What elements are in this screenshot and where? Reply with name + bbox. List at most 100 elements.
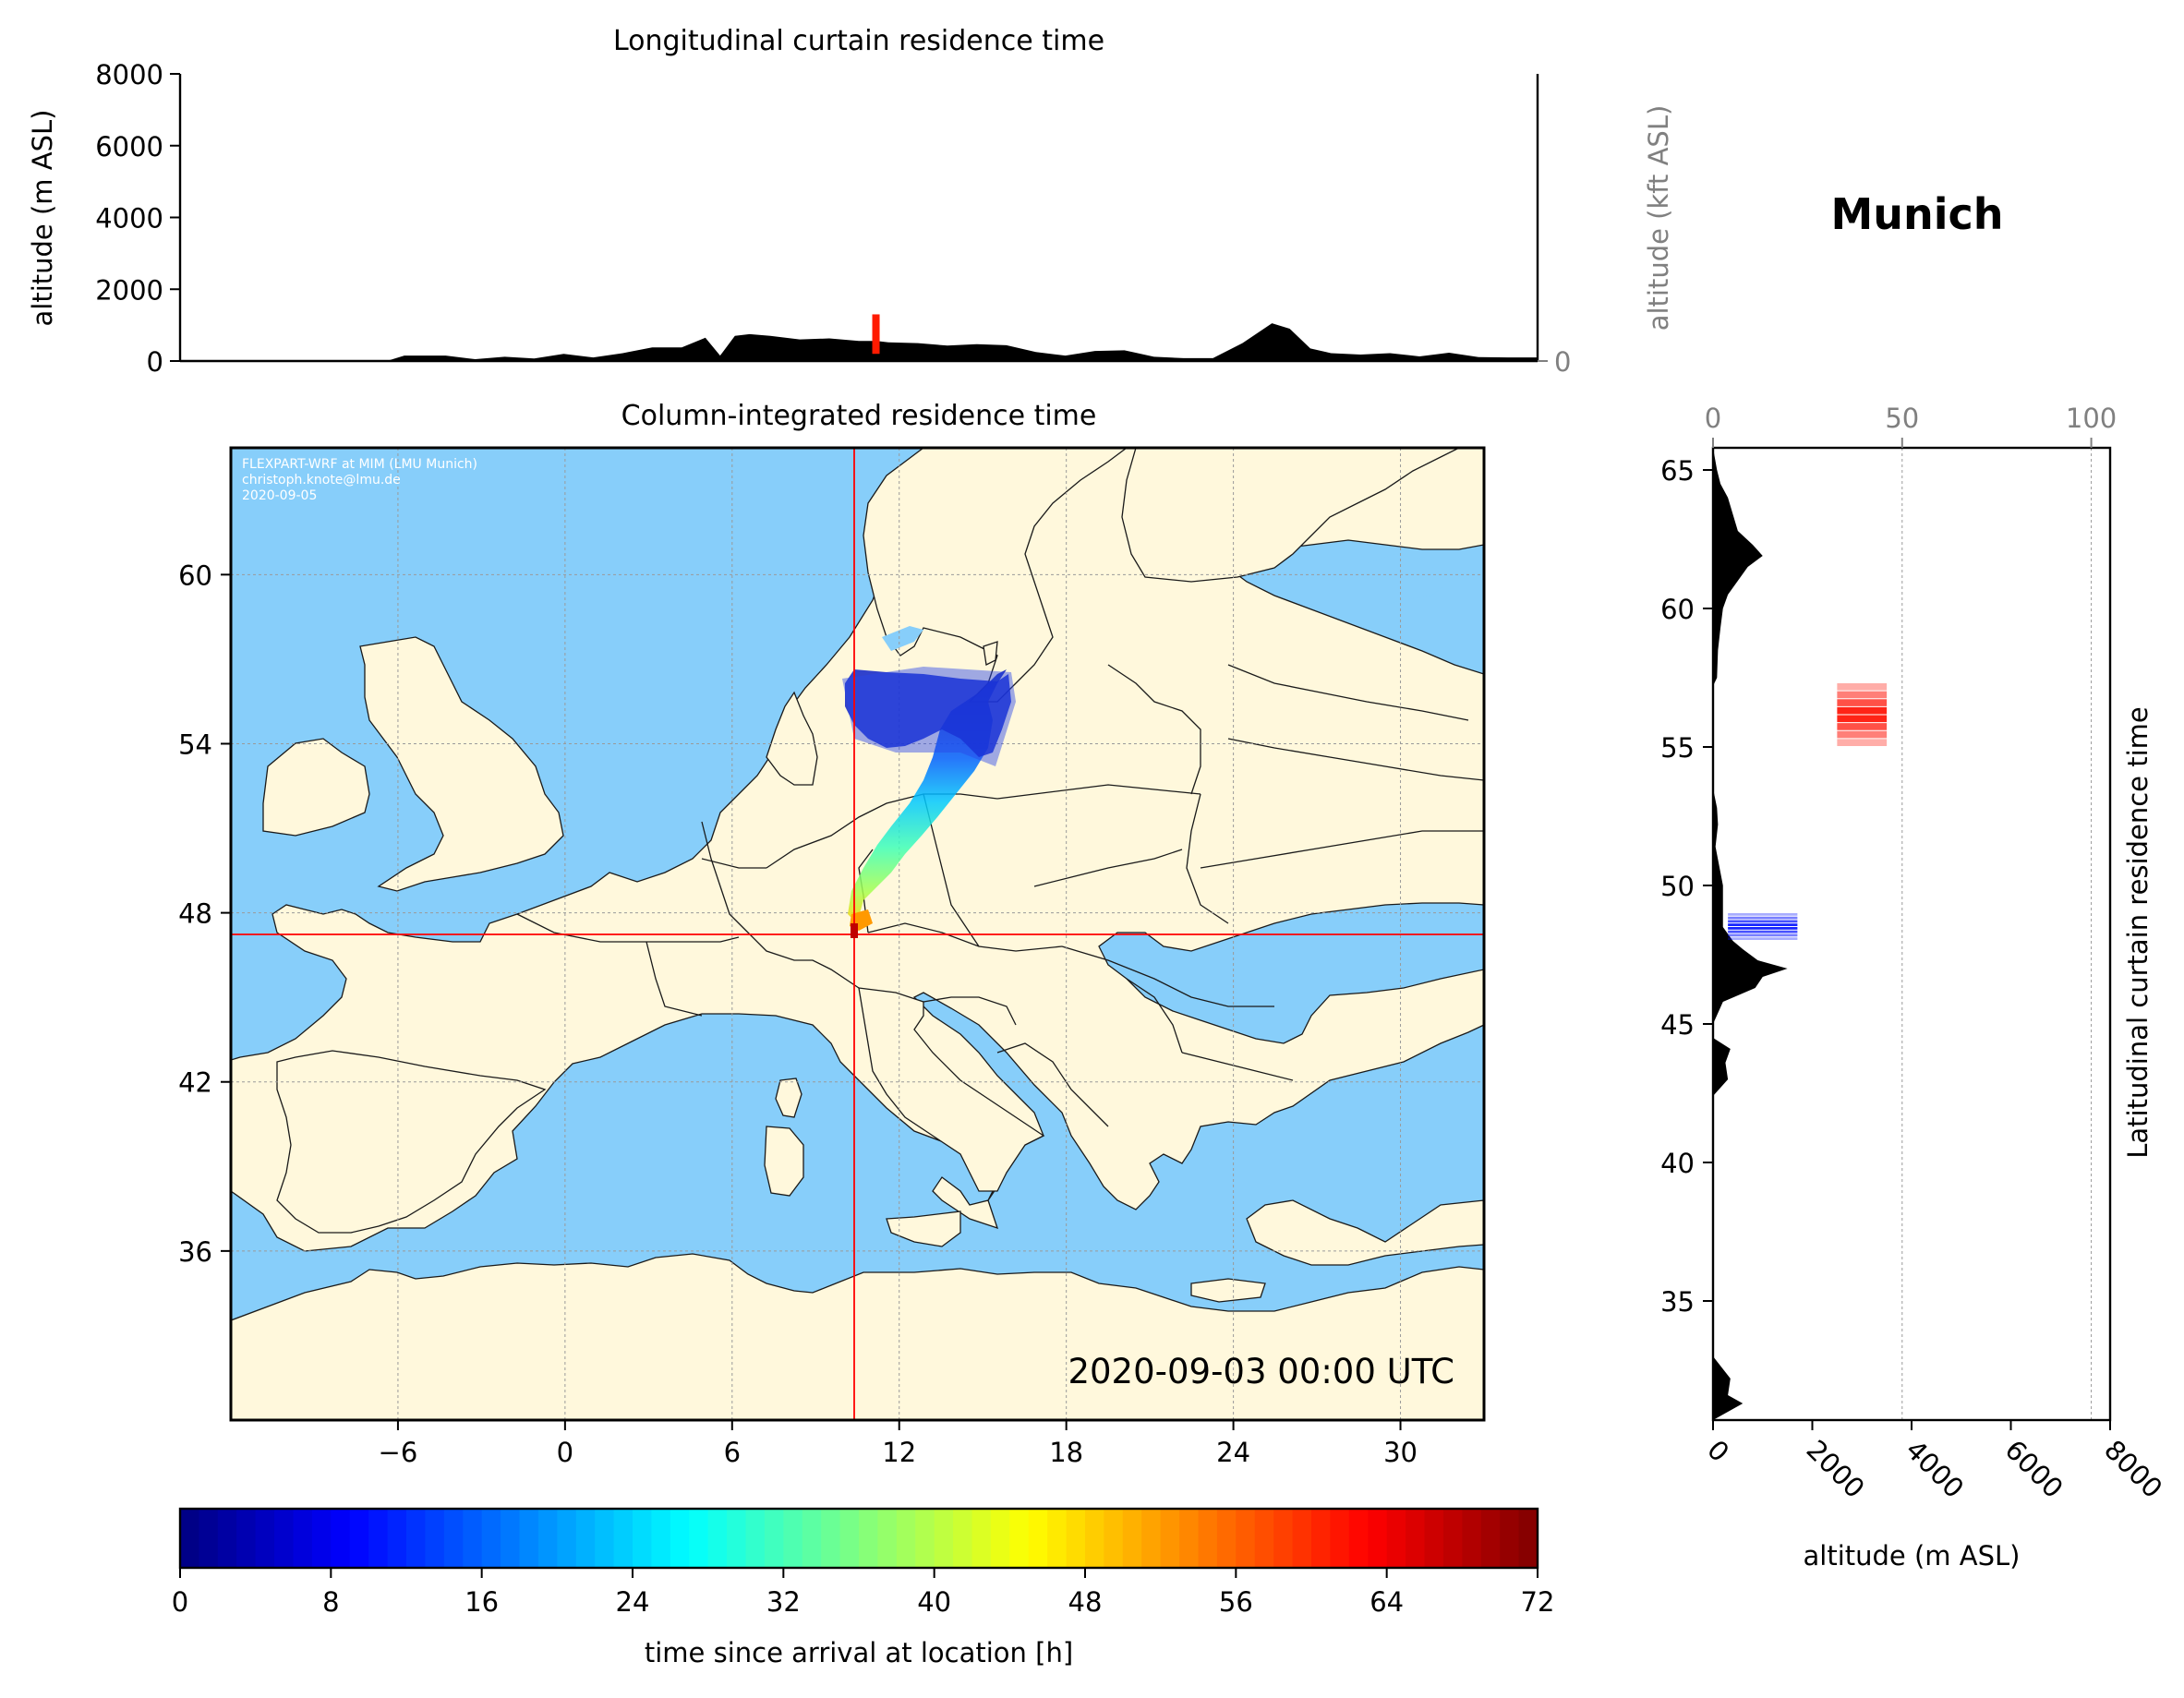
colorbar-band bbox=[575, 1509, 596, 1568]
colorbar-band bbox=[1406, 1509, 1426, 1568]
colorbar-tick-label: 56 bbox=[1219, 1586, 1253, 1618]
colorbar-band bbox=[1198, 1509, 1218, 1568]
landmass-italy bbox=[858, 987, 1045, 1192]
colorbar-band bbox=[1028, 1509, 1048, 1568]
colorbar-band bbox=[406, 1509, 427, 1568]
longitudinal-tick-label: 0 bbox=[147, 346, 163, 378]
colorbar-band bbox=[1462, 1509, 1482, 1568]
colorbar-band bbox=[1236, 1509, 1256, 1568]
map-xtick-label: 12 bbox=[882, 1437, 916, 1468]
latitudinal-ytick-label: 40 bbox=[1660, 1148, 1695, 1179]
landmass-africa bbox=[231, 1253, 1484, 1420]
landmass-corsica bbox=[775, 1078, 802, 1118]
map-timestamp: 2020-09-03 00:00 UTC bbox=[1068, 1352, 1454, 1391]
latitudinal-xtick-label: 6000 bbox=[1999, 1434, 2069, 1504]
latitudinal-top-tick-label: 0 bbox=[1705, 403, 1721, 434]
latitudinal-ytick-label: 50 bbox=[1660, 871, 1695, 902]
colorbar-band bbox=[519, 1509, 539, 1568]
longitudinal-tick-label: 4000 bbox=[95, 203, 163, 235]
colorbar-tick-label: 72 bbox=[1521, 1586, 1555, 1618]
latitudinal-xlabel: altitude (m ASL) bbox=[1804, 1540, 2021, 1572]
map-xtick-label: 30 bbox=[1383, 1437, 1418, 1468]
latitudinal-title: Latitudinal curtain residence time bbox=[2122, 706, 2154, 1159]
colorbar-band bbox=[595, 1509, 615, 1568]
landmass-europe bbox=[231, 448, 1484, 1266]
latitudinal-ytick-label: 55 bbox=[1660, 732, 1695, 764]
latitudinal-residence-block bbox=[1728, 913, 1798, 916]
map-xtick-label: 18 bbox=[1049, 1437, 1083, 1468]
landmass-crete bbox=[1190, 1278, 1266, 1303]
colorbar-band bbox=[651, 1509, 671, 1568]
landmass-iberia bbox=[276, 1050, 547, 1234]
colorbar-band bbox=[1424, 1509, 1444, 1568]
landmass-finland bbox=[1121, 448, 1460, 583]
map-ticks: −6 0 6 12 18 24 30 36 42 48 54 60 bbox=[178, 560, 1418, 1468]
map-title: Column-integrated residence time bbox=[621, 400, 1097, 432]
colorbar-frame bbox=[178, 1507, 1539, 1570]
colorbar-band bbox=[990, 1509, 1010, 1568]
longitudinal-terrain bbox=[389, 323, 1538, 360]
colorbar-band bbox=[1009, 1509, 1030, 1568]
latitudinal-xtick-label: 8000 bbox=[2098, 1434, 2168, 1504]
latitudinal-residence-block bbox=[1728, 927, 1798, 930]
colorbar-band bbox=[707, 1509, 728, 1568]
colorbar-tick-label: 64 bbox=[1370, 1586, 1404, 1618]
lake-vanern bbox=[882, 626, 923, 651]
colorbar-band bbox=[1216, 1509, 1237, 1568]
colorbar-band bbox=[764, 1509, 784, 1568]
colorbar-band bbox=[1122, 1509, 1142, 1568]
longitudinal-tick-label: 2000 bbox=[95, 274, 163, 306]
latitudinal-residence-block bbox=[1837, 683, 1888, 691]
landmass-sardinia bbox=[764, 1126, 804, 1197]
credit-line-1: FLEXPART-WRF at MIM (LMU Munich) bbox=[242, 457, 477, 472]
latitudinal-plot-area bbox=[1713, 448, 2093, 1420]
colorbar-tick-label: 48 bbox=[1068, 1586, 1103, 1618]
latitudinal-ytick-label: 65 bbox=[1660, 455, 1695, 487]
colorbar-tick-label: 0 bbox=[172, 1586, 188, 1618]
map-xtick-label: 6 bbox=[724, 1437, 741, 1468]
latitudinal-residence-block bbox=[1837, 739, 1888, 746]
colorbar-band bbox=[896, 1509, 916, 1568]
latitudinal-residence-block bbox=[1837, 715, 1888, 723]
plume-head-edge bbox=[842, 667, 1016, 766]
landmass-jutland bbox=[766, 691, 818, 786]
map-xtick-label: −6 bbox=[379, 1437, 418, 1468]
colorbar-band bbox=[311, 1509, 332, 1568]
colorbar-band bbox=[633, 1509, 653, 1568]
latitudinal-top-tick-label: 50 bbox=[1885, 403, 1919, 434]
map-ytick-label: 36 bbox=[178, 1236, 212, 1268]
colorbar-label: time since arrival at location [h] bbox=[645, 1637, 1073, 1668]
colorbar-band bbox=[613, 1509, 633, 1568]
colorbar-band bbox=[349, 1509, 369, 1568]
colorbar-band bbox=[821, 1509, 841, 1568]
longitudinal-right-tick-label: 0 bbox=[1554, 346, 1571, 378]
map-ytick-label: 54 bbox=[178, 729, 212, 760]
longitudinal-curtain-panel: Longitudinal curtain residence time 0501… bbox=[27, 25, 1674, 378]
latitudinal-top-tick-label: 100 bbox=[2066, 403, 2117, 434]
station-name: Munich bbox=[1830, 189, 2003, 239]
map-xtick-label: 0 bbox=[557, 1437, 573, 1468]
colorbar-band bbox=[557, 1509, 577, 1568]
colorbar-band bbox=[1480, 1509, 1501, 1568]
latitudinal-residence-block bbox=[1837, 691, 1888, 699]
colorbar-band bbox=[783, 1509, 803, 1568]
colorbar-band bbox=[293, 1509, 313, 1568]
colorbar-band bbox=[481, 1509, 501, 1568]
latitudinal-xtick-label: 4000 bbox=[1900, 1434, 1970, 1504]
landmass-gotland bbox=[983, 641, 998, 666]
latitudinal-residence-block bbox=[1728, 920, 1798, 923]
longitudinal-ylabel: altitude (m ASL) bbox=[27, 110, 58, 327]
colorbar-tick-label: 16 bbox=[465, 1586, 499, 1618]
colorbar-band bbox=[1273, 1509, 1294, 1568]
colorbar-band bbox=[1254, 1509, 1274, 1568]
colorbar-band bbox=[915, 1509, 935, 1568]
colorbar-band bbox=[1160, 1509, 1180, 1568]
colorbar-band bbox=[1179, 1509, 1200, 1568]
colorbar-bands bbox=[180, 1509, 1538, 1568]
latitudinal-residence-block bbox=[1728, 916, 1798, 920]
colorbar-band bbox=[877, 1509, 898, 1568]
longitudinal-plot-area bbox=[389, 314, 1538, 360]
credit-text: FLEXPART-WRF at MIM (LMU Munich) christo… bbox=[242, 457, 477, 503]
receptor-marker bbox=[851, 923, 858, 938]
